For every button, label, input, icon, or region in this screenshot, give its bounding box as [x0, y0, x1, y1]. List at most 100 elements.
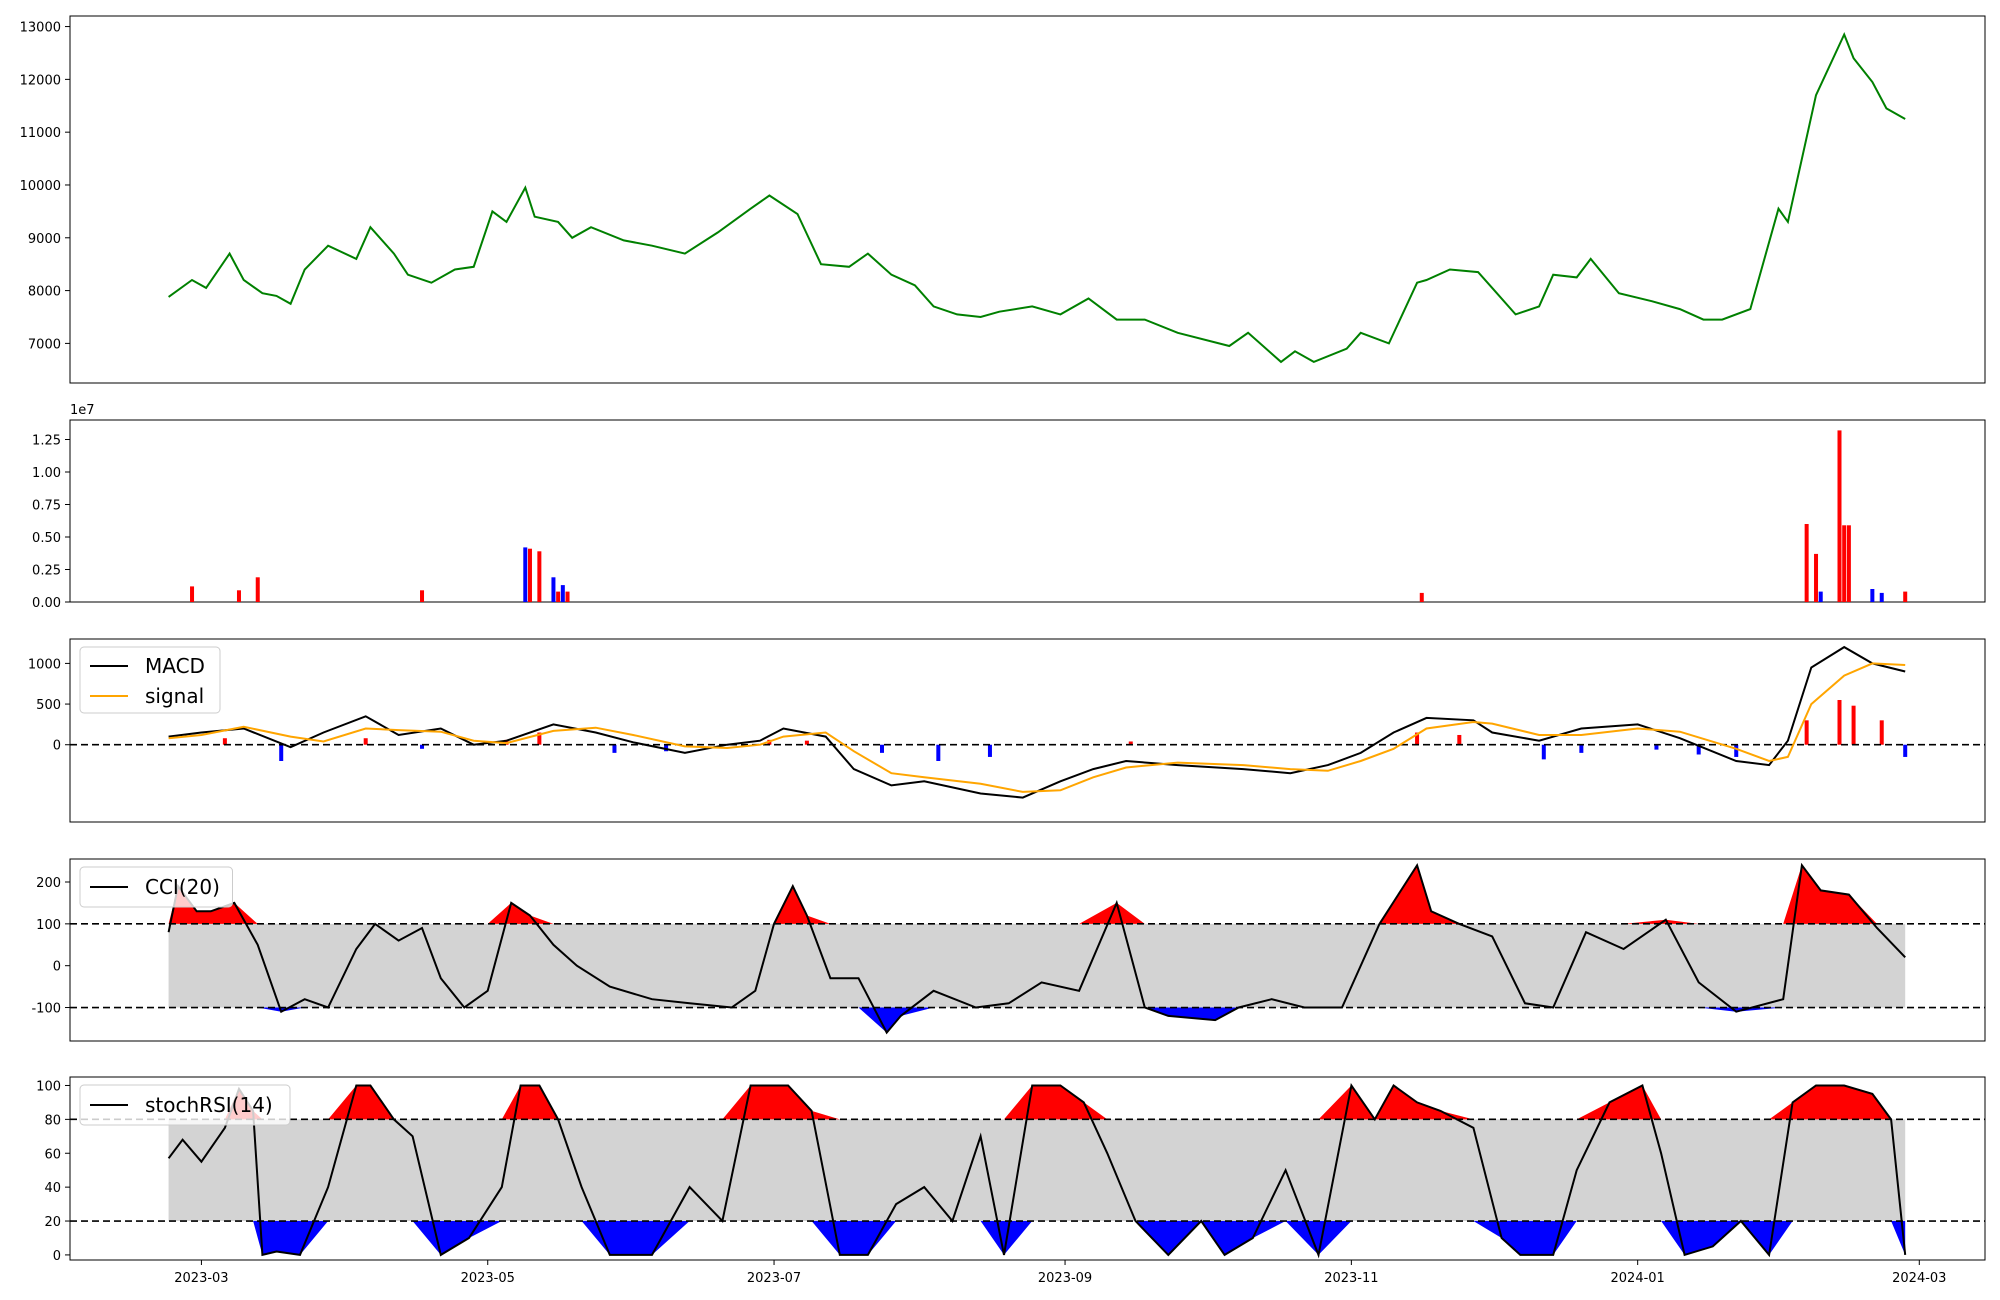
macd-histogram-bar	[1654, 744, 1659, 750]
y-tick-label: 0	[53, 960, 61, 975]
legend-label: CCI(20)	[145, 875, 220, 899]
y-tick-label: 1000	[28, 657, 61, 672]
x-tick-label: 2023-11	[1324, 1271, 1378, 1286]
neutral-band-fill	[168, 1119, 1906, 1222]
macd-histogram-bar	[1837, 700, 1842, 745]
y-tick-label: 11000	[20, 126, 61, 141]
volume-scale-label: 1e7	[70, 403, 95, 418]
oversold-fill	[168, 1221, 1906, 1255]
oscillator-line	[167, 862, 1906, 1035]
y-tick-label: 0.50	[32, 531, 61, 546]
neutral-band-fill	[168, 923, 1906, 1008]
macd-histogram-bar	[363, 738, 368, 745]
macd-histogram-bar	[879, 744, 884, 753]
macd-histogram-bar	[1851, 705, 1856, 745]
macd-histogram-bar	[987, 744, 992, 757]
volume-bar	[1419, 592, 1424, 602]
macd-histogram-bar	[612, 744, 617, 753]
volume-bar	[556, 591, 561, 602]
y-tick-label: -100	[31, 1002, 61, 1017]
volume-bar	[1846, 525, 1851, 602]
volume-bar	[255, 577, 260, 602]
x-tick-label: 2024-01	[1611, 1271, 1665, 1286]
y-tick-label: 1.00	[32, 466, 61, 481]
macd-histogram-bar	[1696, 744, 1701, 755]
panel-1-frame	[69, 15, 1986, 384]
oscillator-legend: stochRSI(14)	[79, 1084, 291, 1126]
volume-bar	[1903, 591, 1908, 602]
y-tick-label: 0	[53, 1249, 61, 1264]
macd-histogram-bar	[804, 740, 809, 745]
y-tick-label: 1.25	[32, 434, 61, 449]
signal-line	[168, 662, 1906, 793]
y-tick-label: 0	[53, 739, 61, 754]
volume-bar	[1804, 524, 1809, 602]
volume-bar	[551, 577, 556, 602]
macd-histogram-bar	[1879, 720, 1884, 745]
macd-histogram-bar	[936, 744, 941, 761]
macd-histogram-bar	[537, 732, 542, 745]
legend-label: signal	[145, 684, 204, 708]
macd-line	[168, 645, 1906, 799]
legend-box	[79, 866, 233, 908]
y-tick-label: 40	[44, 1181, 61, 1196]
macd-histogram-bar	[279, 744, 284, 761]
panel-2-frame	[69, 419, 1986, 603]
macd-histogram-bar	[420, 744, 425, 749]
volume-bar	[1879, 592, 1884, 602]
panel-3-frame	[69, 638, 1986, 823]
macd-histogram-bar	[222, 738, 227, 745]
macd-histogram-bar	[1541, 744, 1546, 760]
y-tick-label: 13000	[20, 21, 61, 36]
legend-box	[79, 1084, 291, 1126]
y-tick-label: 0.75	[32, 499, 61, 514]
macd-histogram-bar	[1457, 734, 1462, 745]
oscillator-legend: CCI(20)	[79, 866, 233, 908]
oscillator-line	[167, 1082, 1907, 1259]
x-tick-label: 2024-03	[1892, 1271, 1946, 1286]
volume-bar	[527, 548, 532, 602]
macd-histogram-bar	[1128, 741, 1133, 745]
x-tick-label: 2023-05	[461, 1271, 515, 1286]
volume-bar	[420, 590, 425, 602]
volume-bar	[236, 590, 241, 602]
y-tick-label: 100	[36, 918, 61, 933]
y-tick-label: 60	[44, 1147, 61, 1162]
macd-histogram-bar	[1415, 732, 1420, 745]
volume-bar	[190, 586, 195, 602]
overbought-fill	[168, 1085, 1906, 1120]
y-tick-label: 0.00	[32, 596, 61, 611]
y-tick-label: 8000	[28, 285, 61, 300]
volume-bar	[1842, 525, 1847, 602]
y-tick-label: 200	[36, 876, 61, 891]
legend-label: MACD	[145, 654, 205, 678]
volume-bar	[565, 591, 570, 602]
price-line	[168, 31, 1906, 364]
volume-bar	[1837, 430, 1842, 602]
x-tick-label: 2023-03	[174, 1271, 228, 1286]
macd-legend: MACD signal	[79, 646, 221, 714]
y-tick-label: 7000	[28, 337, 61, 352]
volume-bar	[1818, 591, 1823, 602]
macd-histogram-bar	[1903, 744, 1908, 757]
y-tick-label: 12000	[20, 73, 61, 88]
y-tick-label: 80	[44, 1113, 61, 1128]
volume-bar	[1814, 553, 1819, 602]
legend-label: stochRSI(14)	[145, 1093, 273, 1117]
y-tick-label: 20	[44, 1215, 61, 1230]
x-tick-label: 2023-07	[747, 1271, 801, 1286]
y-tick-label: 0.25	[32, 564, 61, 579]
macd-histogram-bar	[1804, 720, 1809, 745]
oversold-fill	[168, 1007, 1906, 1033]
macd-histogram-bar	[664, 744, 669, 752]
y-tick-label: 10000	[20, 179, 61, 194]
overbought-fill	[168, 865, 1906, 924]
volume-bar	[523, 547, 528, 602]
panel-4-frame	[69, 858, 1986, 1042]
y-tick-label: 100	[36, 1079, 61, 1094]
volume-bar	[560, 585, 565, 602]
macd-histogram-bar	[1734, 744, 1739, 757]
macd-histogram-bar	[1579, 744, 1584, 753]
y-tick-label: 9000	[28, 232, 61, 247]
